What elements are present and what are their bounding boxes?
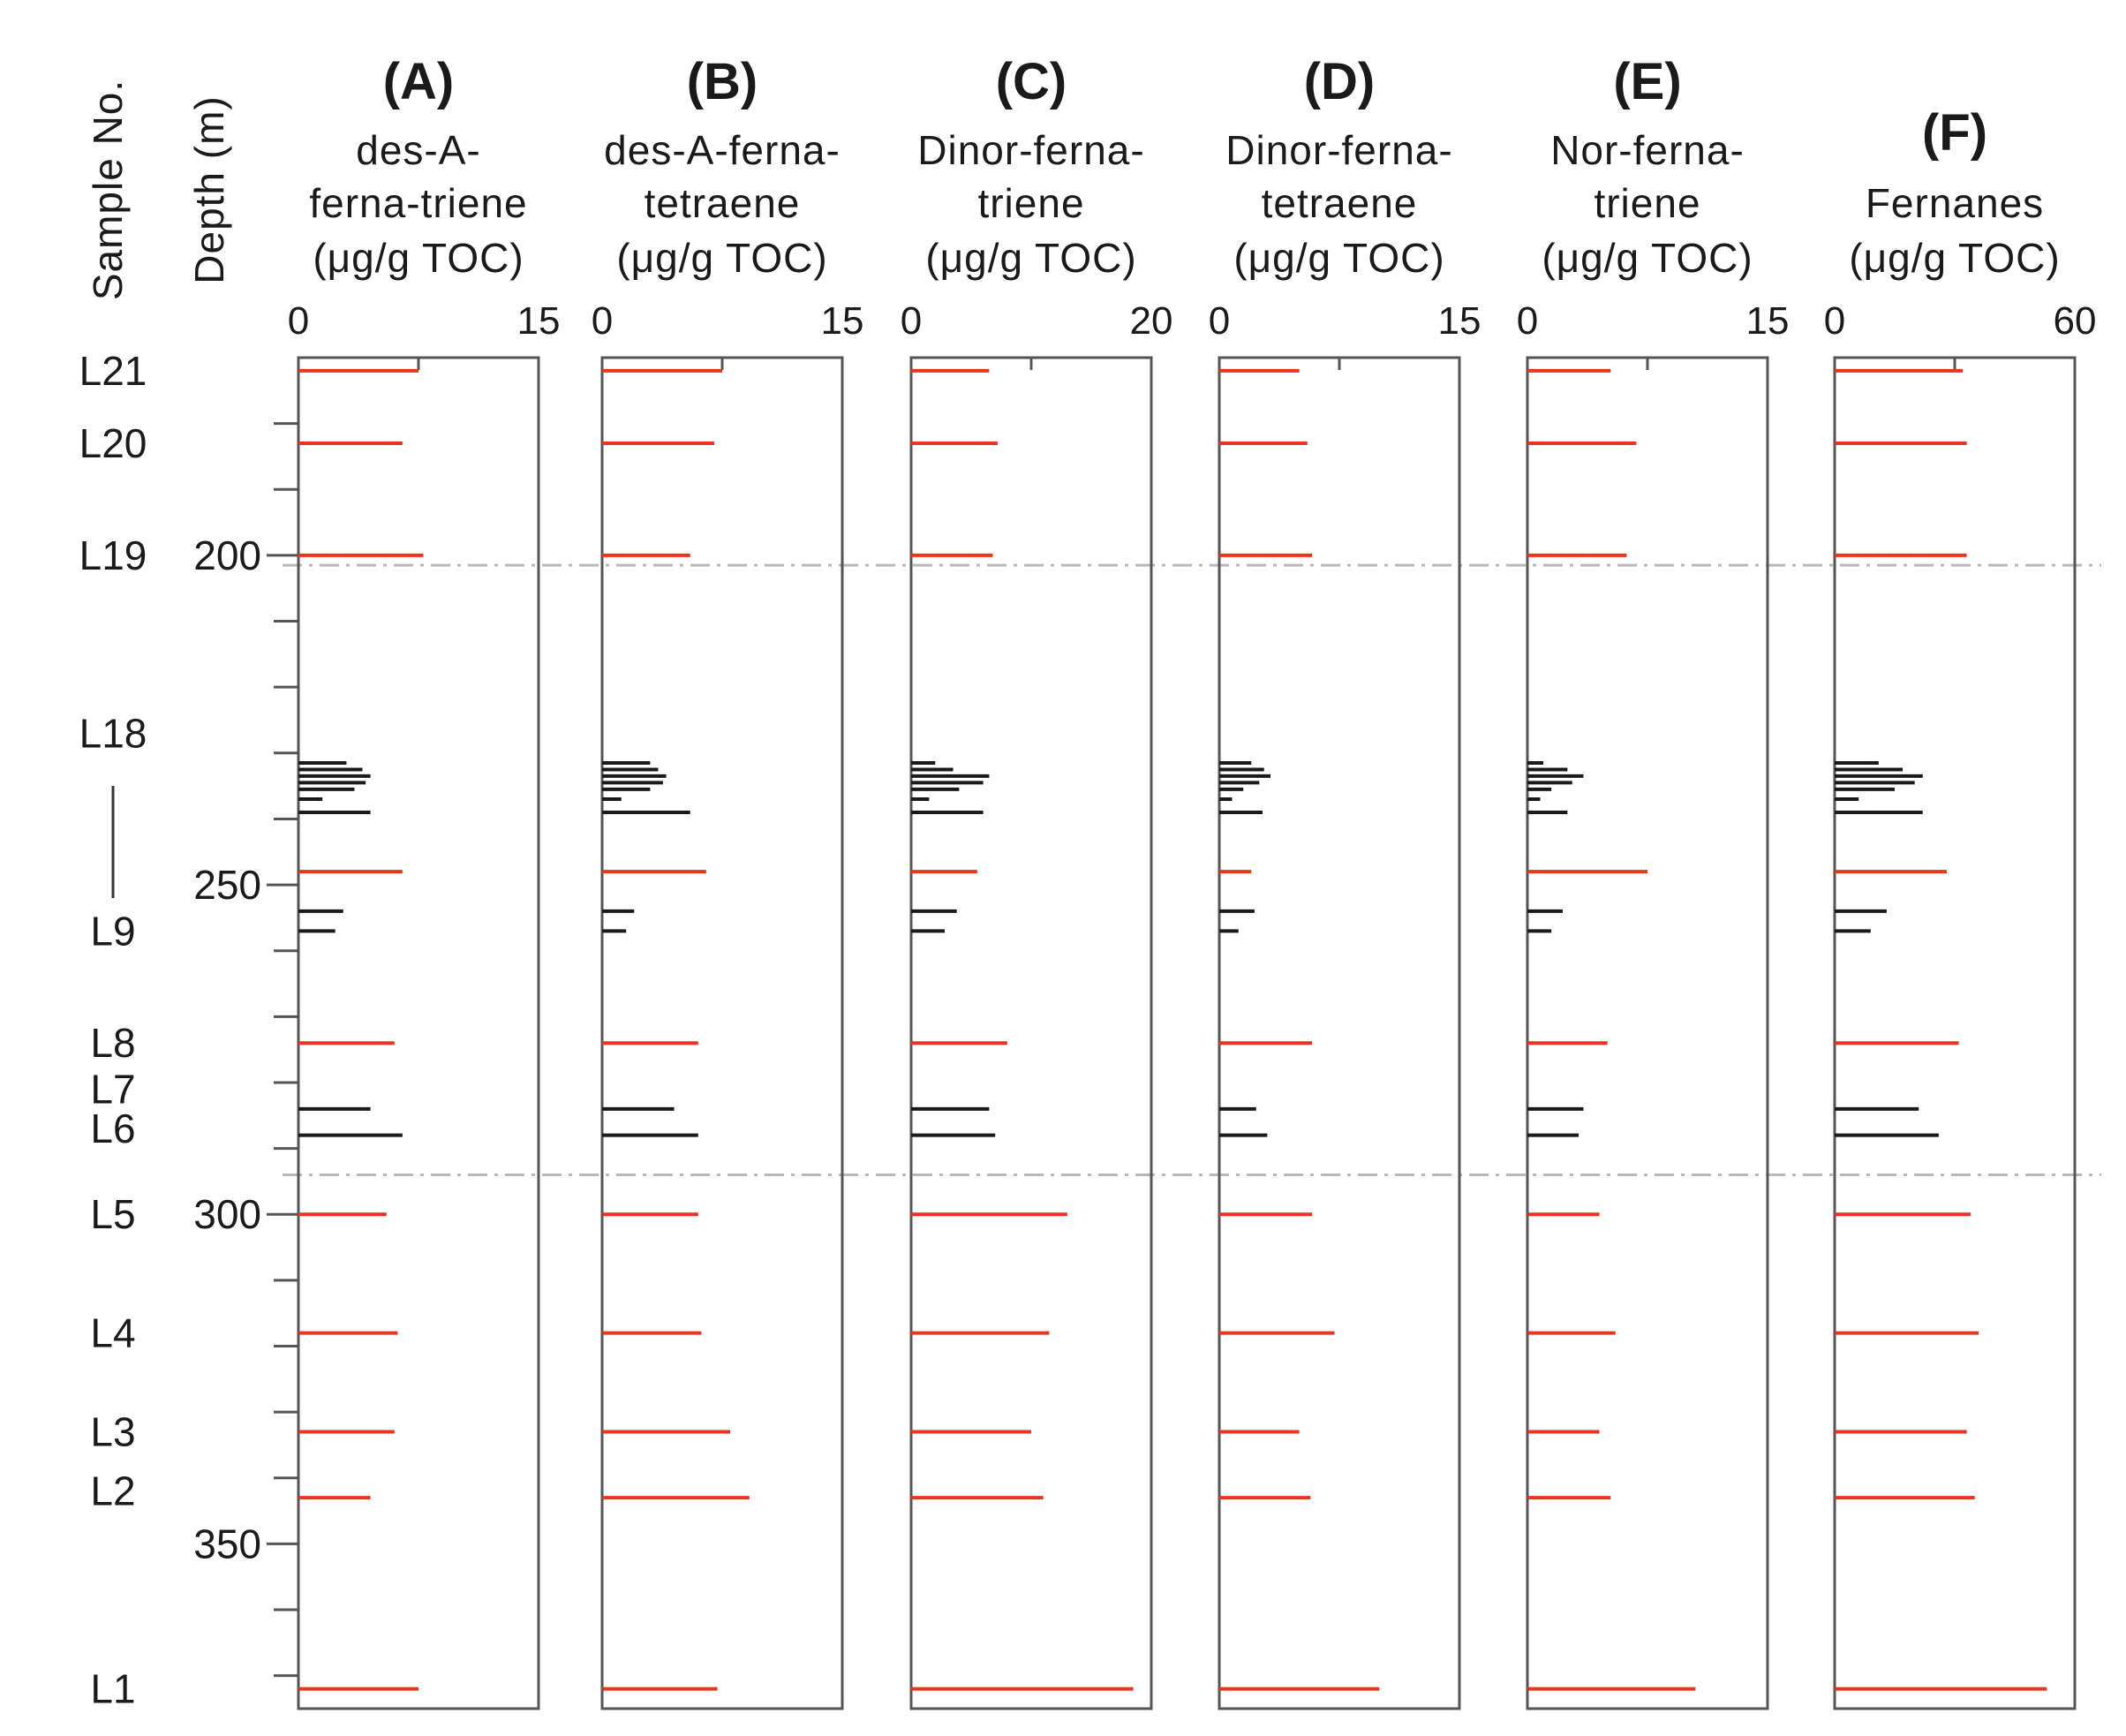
sample-label-l18: L18 [79, 710, 147, 756]
panel-a: (A) des-A-ferna-triene (μg/g TOC)0 15 [288, 53, 561, 1710]
panel-label: (F) [1922, 104, 1987, 162]
panel-frame [1218, 356, 1461, 1710]
panel-b: (B) des-A-ferna-tetraene (μg/g TOC)0 15 [592, 53, 864, 1710]
panel-name-line-2: tetraene [1262, 180, 1418, 226]
panel-frame [1833, 356, 2077, 1710]
panel-name-line-2: tetraene [645, 180, 801, 226]
x-tick-label-max: 15 [1746, 299, 1790, 343]
panel-frame [297, 356, 540, 1710]
depth-tick-label-250: 250 [193, 862, 261, 908]
sample-label-l6: L6 [90, 1106, 135, 1151]
sample-label-l2: L2 [90, 1468, 135, 1514]
x-tick-label-min: 0 [1824, 299, 1845, 343]
panel-name-line-1: des-A- [356, 127, 480, 173]
depth-tick-label-200: 200 [193, 532, 261, 578]
panel-frame [600, 356, 844, 1710]
x-tick-label-min: 0 [901, 299, 922, 343]
x-tick-label-max: 15 [1438, 299, 1481, 343]
panel-unit-label: (μg/g TOC) [1233, 235, 1444, 281]
depth-tick-label-350: 350 [193, 1521, 261, 1566]
x-tick-label-min: 0 [1209, 299, 1230, 343]
panel-unit-label: (μg/g TOC) [1542, 235, 1753, 281]
sample-axis-title: Sample No. [85, 79, 131, 300]
panel-name-line-2: triene [977, 180, 1084, 226]
panel-unit-label: (μg/g TOC) [1849, 235, 2060, 281]
sample-label-l3: L3 [90, 1409, 135, 1455]
panel-e: (E) Nor-ferna-triene (μg/g TOC)0 15 [1517, 53, 1790, 1710]
panel-name-line-2: ferna-triene [309, 180, 527, 226]
panel-c: (C) Dinor-ferna-triene (μg/g TOC)0 20 [901, 53, 1173, 1710]
panel-f: (F) Fernanes (μg/g TOC)0 60 [1824, 104, 2097, 1710]
panel-d: (D) Dinor-ferna-tetraene (μg/g TOC)0 15 [1209, 53, 1481, 1710]
sample-label-l20: L20 [79, 420, 147, 466]
x-tick-label-min: 0 [1517, 299, 1538, 343]
panel-name-line-1: des-A-ferna- [604, 127, 841, 173]
panel-name-line-2: triene [1594, 180, 1700, 226]
panel-label: (B) [687, 53, 758, 110]
boundary-lines [283, 563, 2101, 1176]
panel-unit-label: (μg/g TOC) [925, 235, 1136, 281]
panel-name-line-2: Fernanes [1866, 180, 2044, 226]
depth-and-sample-axes: Sample No. Depth (m) 200 250 300 350 L21 L20 L… [79, 79, 298, 1712]
x-tick-label-min: 0 [592, 299, 613, 343]
panel-label: (E) [1613, 53, 1681, 110]
x-tick-label-max: 15 [821, 299, 864, 343]
panel-name-line-1: Dinor-ferna- [917, 127, 1144, 173]
panel-name-line-1: Nor-ferna- [1550, 127, 1745, 173]
panel-label: (A) [383, 53, 455, 110]
x-tick-label-max: 20 [1130, 299, 1173, 343]
panels: (A)des-A-ferna-triene(μg/g TOC)0 15(B)des… [288, 53, 2097, 1710]
x-tick-label-max: 60 [2054, 299, 2097, 343]
panel-label: (C) [996, 53, 1067, 110]
panel-frame [909, 356, 1153, 1710]
x-tick-label-max: 15 [517, 299, 561, 343]
depth-axis-title: Depth (m) [186, 95, 232, 283]
sample-label-l5: L5 [90, 1191, 135, 1237]
panel-unit-label: (μg/g TOC) [616, 235, 827, 281]
sample-label-l8: L8 [90, 1020, 135, 1066]
x-tick-label-min: 0 [288, 299, 309, 343]
sample-label-l7: L7 [90, 1066, 135, 1112]
sample-label-l4: L4 [90, 1310, 135, 1356]
sample-label-l1: L1 [90, 1666, 135, 1712]
sample-label-l21: L21 [79, 348, 147, 394]
panel-name-line-1: Dinor-ferna- [1225, 127, 1452, 173]
sample-label-l9: L9 [90, 908, 135, 954]
depth-tick-label-300: 300 [193, 1191, 261, 1237]
panel-label: (D) [1304, 53, 1376, 110]
sample-label-l19: L19 [79, 532, 147, 578]
panel-frame [1526, 356, 1769, 1710]
panel-unit-label: (μg/g TOC) [313, 235, 524, 281]
